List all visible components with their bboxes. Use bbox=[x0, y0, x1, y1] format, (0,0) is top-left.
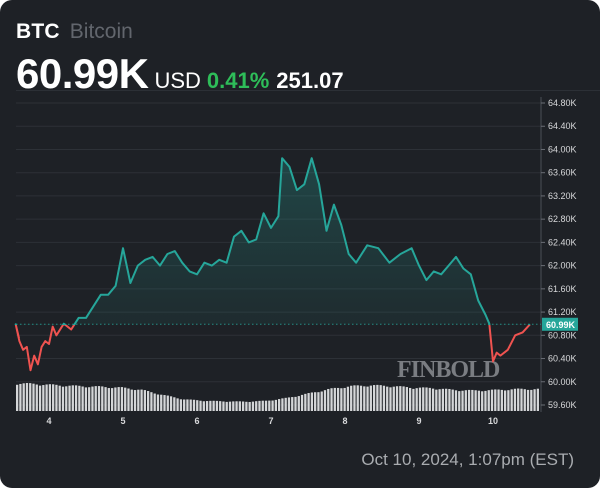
svg-text:7: 7 bbox=[268, 416, 273, 426]
svg-text:8: 8 bbox=[342, 416, 347, 426]
svg-text:60.40K: 60.40K bbox=[548, 354, 577, 364]
asset-name: Bitcoin bbox=[69, 20, 133, 43]
svg-text:62.80K: 62.80K bbox=[548, 214, 577, 224]
svg-text:62.40K: 62.40K bbox=[548, 237, 577, 247]
svg-text:61.60K: 61.60K bbox=[548, 284, 577, 294]
svg-text:6: 6 bbox=[194, 416, 199, 426]
change-absolute: 251.07 bbox=[276, 68, 344, 93]
svg-text:61.20K: 61.20K bbox=[548, 307, 577, 317]
svg-text:64.40K: 64.40K bbox=[548, 121, 577, 131]
price-line-down bbox=[14, 325, 531, 372]
header-divider bbox=[16, 90, 600, 91]
svg-text:4: 4 bbox=[46, 416, 51, 426]
svg-text:60.80K: 60.80K bbox=[548, 330, 577, 340]
last-price-badge: 60.99K bbox=[542, 317, 578, 331]
svg-text:9: 9 bbox=[416, 416, 421, 426]
volume-bars bbox=[16, 382, 539, 411]
svg-text:63.60K: 63.60K bbox=[548, 168, 577, 178]
ticker-symbol: BTC bbox=[16, 20, 60, 43]
svg-text:64.00K: 64.00K bbox=[548, 144, 577, 154]
svg-text:10: 10 bbox=[488, 416, 498, 426]
timestamp: Oct 10, 2024, 1:07pm (EST) bbox=[361, 450, 574, 469]
svg-text:60.00K: 60.00K bbox=[548, 377, 577, 387]
y-axis: 64.80K 64.40K 64.00K 63.60K 63.20K 62.80K 62.4… bbox=[540, 97, 577, 412]
price-header: BTC Bitcoin 60.99K USD 0.41% 251.07 bbox=[16, 20, 344, 96]
svg-text:63.20K: 63.20K bbox=[548, 191, 577, 201]
currency-label: USD bbox=[154, 68, 201, 93]
price-area-fill bbox=[15, 158, 530, 325]
current-price: 60.99K bbox=[16, 50, 149, 97]
svg-text:64.80K: 64.80K bbox=[548, 98, 577, 108]
x-axis: 4 5 6 7 8 9 10 bbox=[46, 416, 498, 426]
svg-text:60.99K: 60.99K bbox=[546, 320, 576, 330]
change-percent: 0.41% bbox=[206, 68, 270, 93]
svg-text:59.60K: 59.60K bbox=[548, 400, 577, 410]
price-line-up bbox=[14, 157, 531, 325]
finbold-watermark: FINBOLD bbox=[397, 357, 500, 383]
svg-text:5: 5 bbox=[120, 416, 125, 426]
svg-text:62.00K: 62.00K bbox=[548, 261, 577, 271]
